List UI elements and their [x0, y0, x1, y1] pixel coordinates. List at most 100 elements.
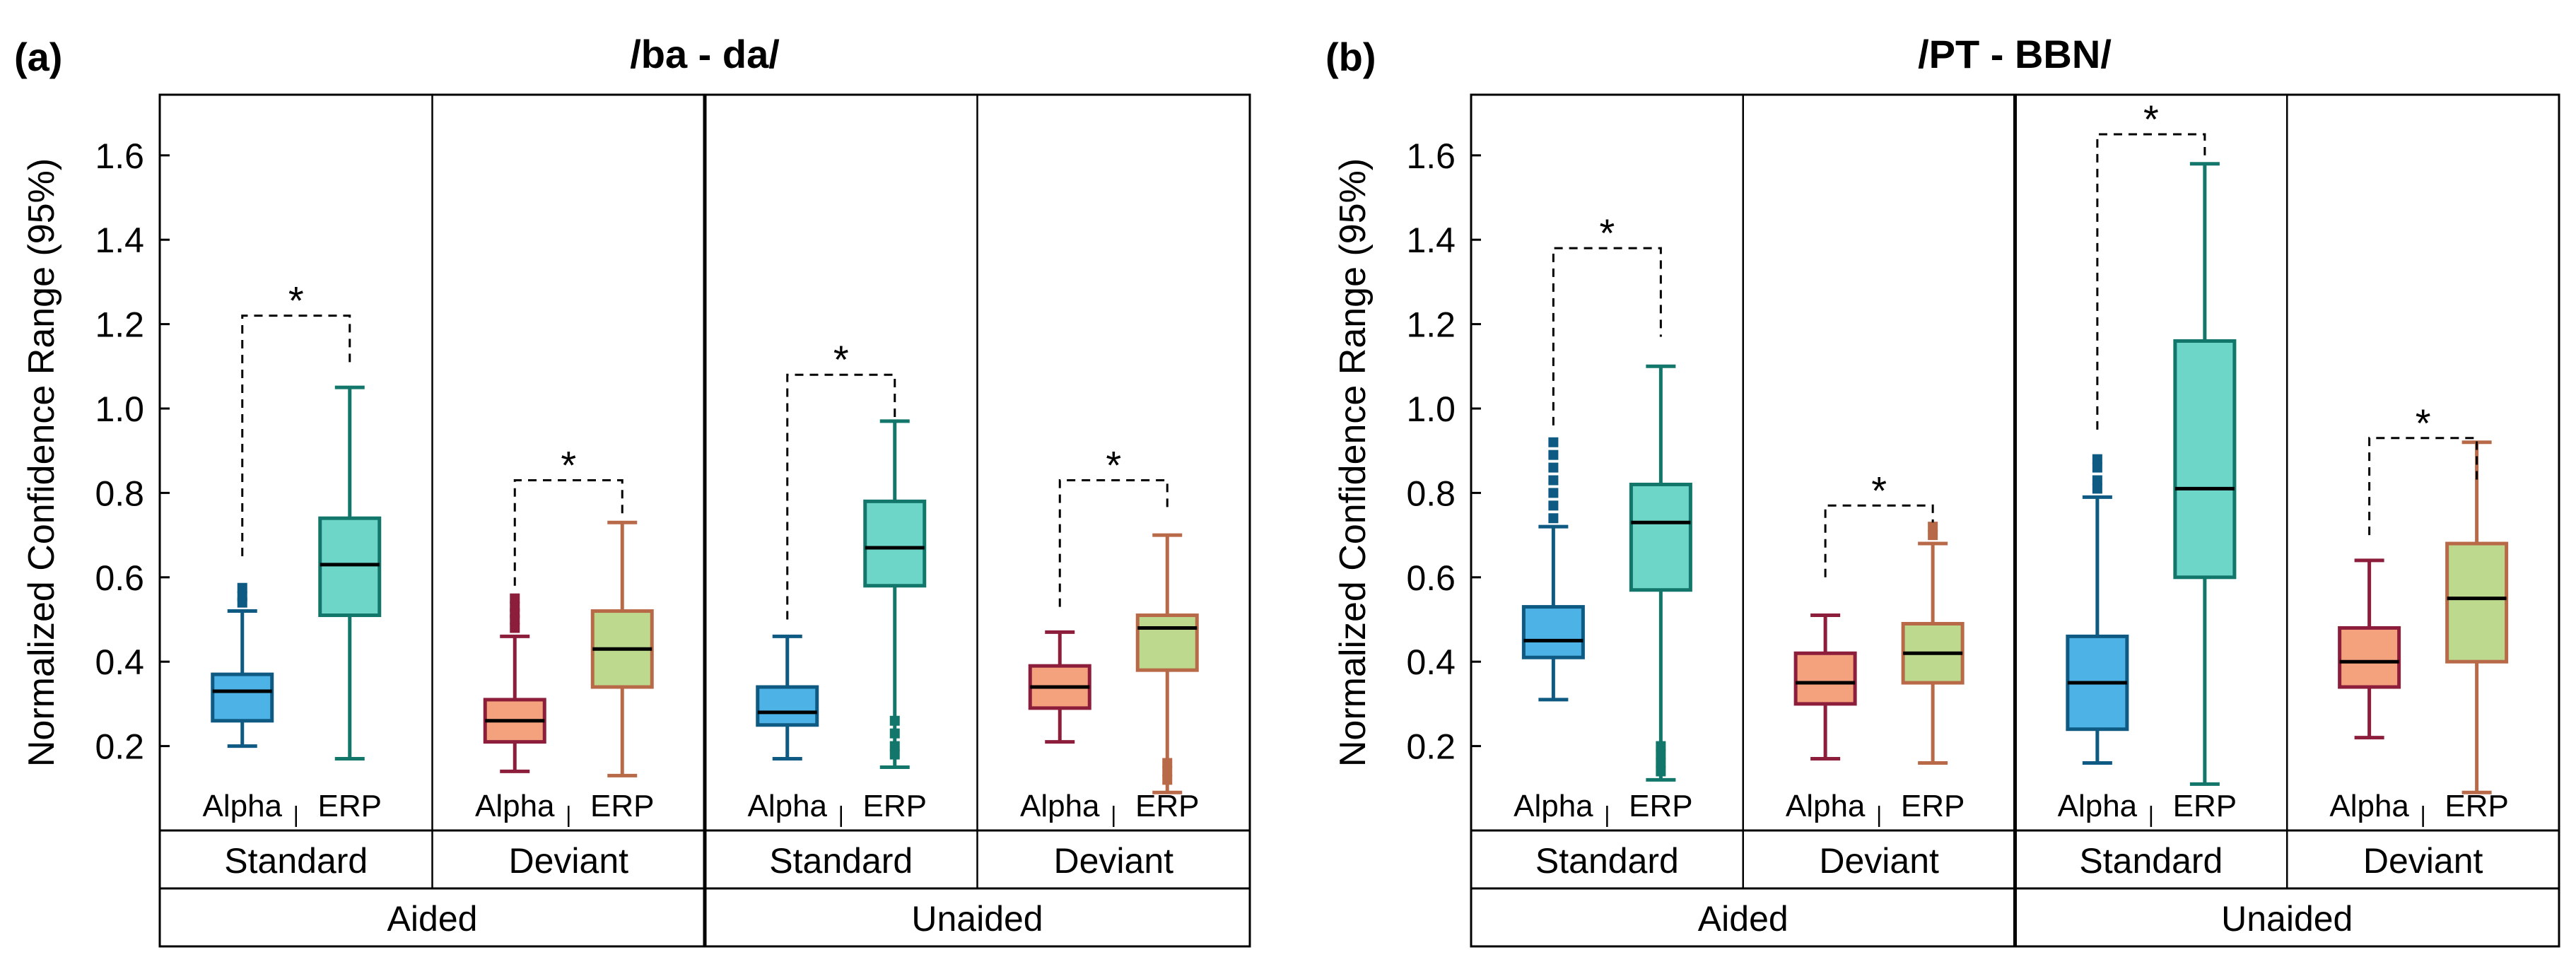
significance-star: * — [1871, 468, 1887, 512]
condition-label: Standard — [2079, 841, 2223, 881]
box-label-alpha: Alpha — [1786, 789, 1866, 823]
y-tick-label: 0.8 — [95, 474, 144, 513]
outlier-marker — [510, 623, 520, 633]
y-tick-label: 0.2 — [95, 727, 144, 767]
outlier-marker — [1548, 513, 1559, 524]
box-erp — [2173, 339, 2237, 580]
box-label-erp: ERP — [863, 789, 927, 823]
outlier-marker — [1162, 766, 1173, 777]
significance-star: * — [288, 278, 304, 323]
box-label-erp: ERP — [590, 789, 654, 823]
box-label-alpha: Alpha — [202, 789, 282, 823]
outlier-marker — [889, 715, 900, 726]
significance-bracket — [1058, 478, 1169, 607]
y-tick-label: 1.6 — [1406, 136, 1456, 176]
significance-star: * — [2143, 97, 2159, 141]
significance-star: * — [1599, 211, 1615, 255]
significance-star: * — [561, 442, 576, 487]
outlier-marker — [1548, 437, 1559, 447]
outlier-marker — [2092, 454, 2102, 464]
chart-panel-b: (b) /PT - BBN/Normalized Confidence Range… — [1325, 32, 2560, 948]
significance-bracket — [513, 478, 623, 586]
outlier-marker — [889, 749, 900, 760]
significance-star: * — [833, 337, 849, 382]
outlier-marker — [1928, 530, 1938, 541]
significance-bracket — [1824, 504, 1934, 577]
outlier-marker — [1656, 766, 1666, 777]
box-erp — [1629, 482, 1692, 592]
y-tick-label: 1.0 — [95, 389, 144, 429]
y-tick-label: 1.4 — [95, 221, 144, 260]
box-erp — [863, 499, 927, 588]
group-label: Unaided — [911, 899, 1043, 939]
y-tick-label: 1.2 — [95, 305, 144, 345]
outlier-marker — [1162, 758, 1173, 768]
outlier-marker — [1928, 522, 1938, 532]
condition-label: Standard — [1535, 841, 1679, 881]
box-label-erp: ERP — [1135, 789, 1199, 823]
box-label-alpha: Alpha — [1020, 789, 1100, 823]
group-label: Unaided — [2221, 899, 2353, 939]
y-tick-label: 0.4 — [95, 642, 144, 682]
y-tick-label: 0.2 — [1406, 727, 1456, 767]
box-alpha — [1793, 651, 1857, 706]
significance-bracket — [786, 373, 896, 620]
box-label-erp: ERP — [1901, 789, 1965, 823]
outlier-marker — [1548, 462, 1559, 473]
significance-bracket — [2096, 133, 2206, 430]
y-axis-label: Normalized Confidence Range (95%) — [1333, 158, 1374, 767]
condition-label: Standard — [769, 841, 913, 881]
significance-bracket — [2368, 437, 2478, 536]
box-alpha — [756, 685, 819, 727]
y-tick-label: 1.2 — [1406, 305, 1456, 345]
y-axis-label: Normalized Confidence Range (95%) — [21, 158, 62, 767]
chart-panel-a: (a) /ba - da/Normalized Confidence Range … — [14, 32, 1251, 948]
outlier-marker — [1656, 758, 1666, 768]
outlier-marker — [1656, 741, 1666, 751]
group-label: Aided — [1698, 899, 1788, 939]
y-tick-label: 0.4 — [1406, 642, 1456, 682]
box-erp — [1135, 613, 1199, 672]
outlier-marker — [237, 591, 247, 601]
significance-star: * — [2416, 401, 2431, 445]
condition-label: Deviant — [1819, 841, 1939, 881]
box-label-alpha: Alpha — [747, 789, 827, 823]
condition-label: Deviant — [508, 841, 628, 881]
outlier-marker — [2092, 475, 2102, 486]
box-erp — [318, 516, 382, 618]
outlier-marker — [1548, 450, 1559, 460]
box-label-erp: ERP — [1629, 789, 1692, 823]
box-alpha — [2338, 626, 2401, 689]
panel-label: (b) — [1325, 35, 1376, 79]
y-tick-label: 0.8 — [1406, 474, 1456, 513]
outlier-marker — [2092, 483, 2102, 494]
box-alpha — [211, 672, 274, 723]
condition-label: Deviant — [1053, 841, 1173, 881]
y-tick-label: 0.6 — [95, 558, 144, 598]
outlier-marker — [1656, 749, 1666, 760]
outlier-marker — [510, 601, 520, 612]
chart-title: /PT - BBN/ — [1918, 32, 2112, 76]
y-tick-label: 1.0 — [1406, 389, 1456, 429]
y-tick-label: 0.6 — [1406, 558, 1456, 598]
outlier-marker — [889, 728, 900, 739]
outlier-marker — [1548, 475, 1559, 486]
y-tick-label: 1.6 — [95, 136, 144, 176]
group-label: Aided — [387, 899, 478, 939]
box-label-alpha: Alpha — [2329, 789, 2409, 823]
y-tick-label: 1.4 — [1406, 221, 1456, 260]
significance-bracket — [241, 315, 351, 556]
outlier-marker — [2092, 462, 2102, 473]
condition-label: Deviant — [2363, 841, 2483, 881]
significance-star: * — [1106, 442, 1121, 487]
outlier-marker — [237, 582, 247, 593]
outlier-marker — [889, 741, 900, 751]
box-label-erp: ERP — [2173, 789, 2237, 823]
outlier-marker — [1162, 775, 1173, 785]
outlier-marker — [1548, 488, 1559, 498]
outlier-marker — [510, 593, 520, 604]
box-alpha — [1521, 605, 1585, 659]
chart-title: /ba - da/ — [630, 32, 780, 76]
panel-label: (a) — [14, 35, 62, 79]
box-label-alpha: Alpha — [1514, 789, 1593, 823]
